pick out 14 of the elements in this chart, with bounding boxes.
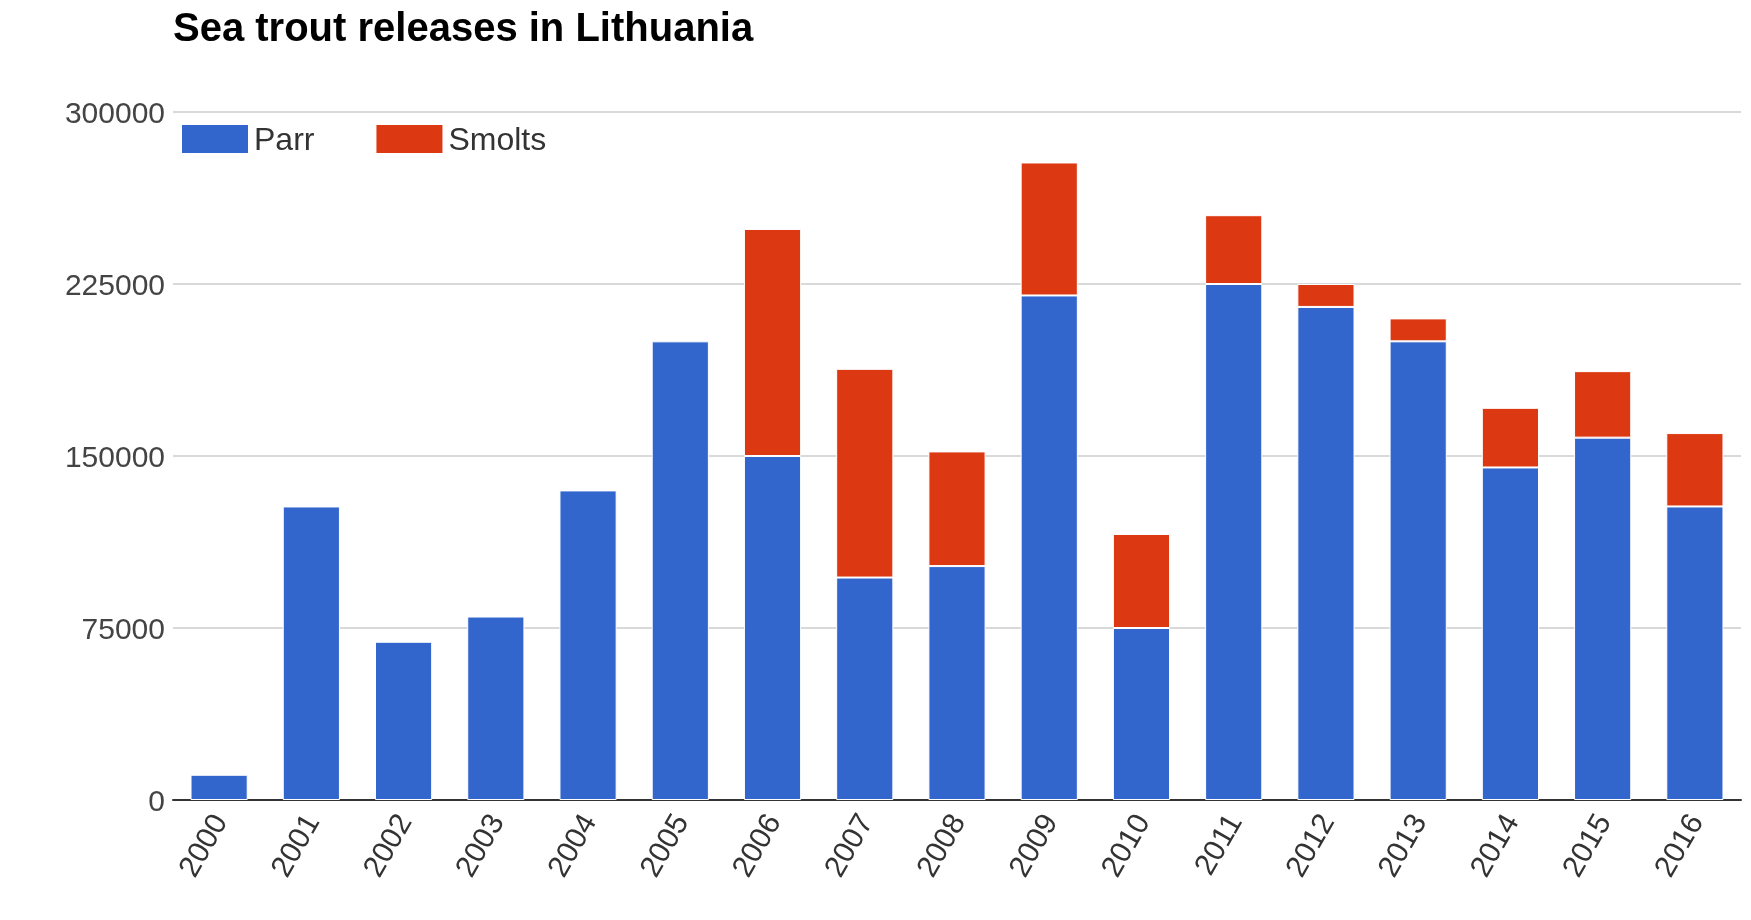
bar	[467, 616, 525, 800]
bar	[559, 490, 617, 800]
bar	[651, 341, 709, 800]
chart-title: Sea trout releases in Lithuania	[173, 5, 754, 49]
y-tick-label: 225000	[64, 267, 165, 301]
y-tick-label: 300000	[64, 95, 165, 129]
bar	[190, 774, 248, 800]
bar	[282, 506, 340, 800]
y-tick-label: 75000	[81, 611, 165, 645]
y-tick-label: 150000	[64, 439, 165, 473]
legend-label: Parr	[254, 121, 315, 157]
y-tick-label: 0	[148, 783, 165, 817]
legend-label: Smolts	[448, 121, 547, 157]
bar	[375, 641, 433, 800]
